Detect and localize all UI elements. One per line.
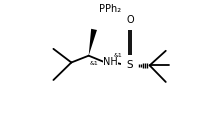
Text: NH: NH	[103, 58, 118, 67]
Text: S: S	[127, 60, 133, 70]
Polygon shape	[89, 29, 97, 56]
Text: O: O	[126, 15, 134, 25]
Text: &1: &1	[113, 53, 122, 58]
Text: PPh₂: PPh₂	[99, 4, 121, 14]
Text: &1: &1	[90, 61, 99, 66]
